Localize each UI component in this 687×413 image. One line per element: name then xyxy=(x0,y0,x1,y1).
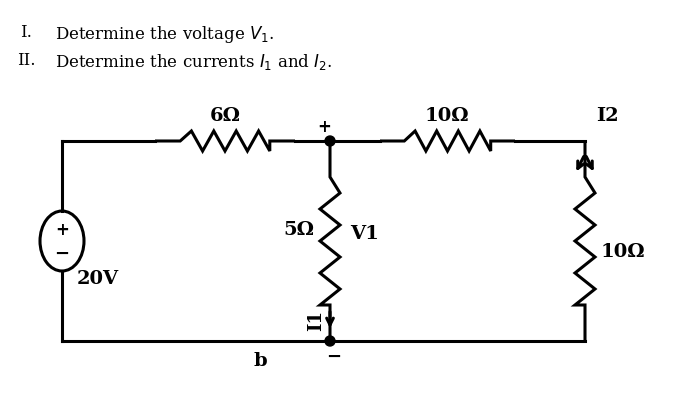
Text: 20V: 20V xyxy=(77,269,119,287)
Circle shape xyxy=(325,137,335,147)
Text: I.: I. xyxy=(20,24,32,41)
Text: II.: II. xyxy=(17,52,36,69)
Text: −: − xyxy=(326,347,341,365)
Text: Determine the currents $I_1$ and $I_2$.: Determine the currents $I_1$ and $I_2$. xyxy=(55,52,333,72)
Text: Determine the voltage $V_1$.: Determine the voltage $V_1$. xyxy=(55,24,274,45)
Text: +: + xyxy=(55,221,69,238)
Text: I2: I2 xyxy=(596,107,618,125)
Text: 10Ω: 10Ω xyxy=(601,242,646,260)
Text: +: + xyxy=(317,118,331,136)
Text: 5Ω: 5Ω xyxy=(283,221,314,238)
Text: 6Ω: 6Ω xyxy=(210,107,240,125)
Text: I1: I1 xyxy=(307,310,325,331)
Text: −: − xyxy=(54,244,69,262)
Text: V1: V1 xyxy=(350,224,379,242)
Text: 10Ω: 10Ω xyxy=(425,107,469,125)
Circle shape xyxy=(325,336,335,346)
Text: b: b xyxy=(254,351,267,369)
